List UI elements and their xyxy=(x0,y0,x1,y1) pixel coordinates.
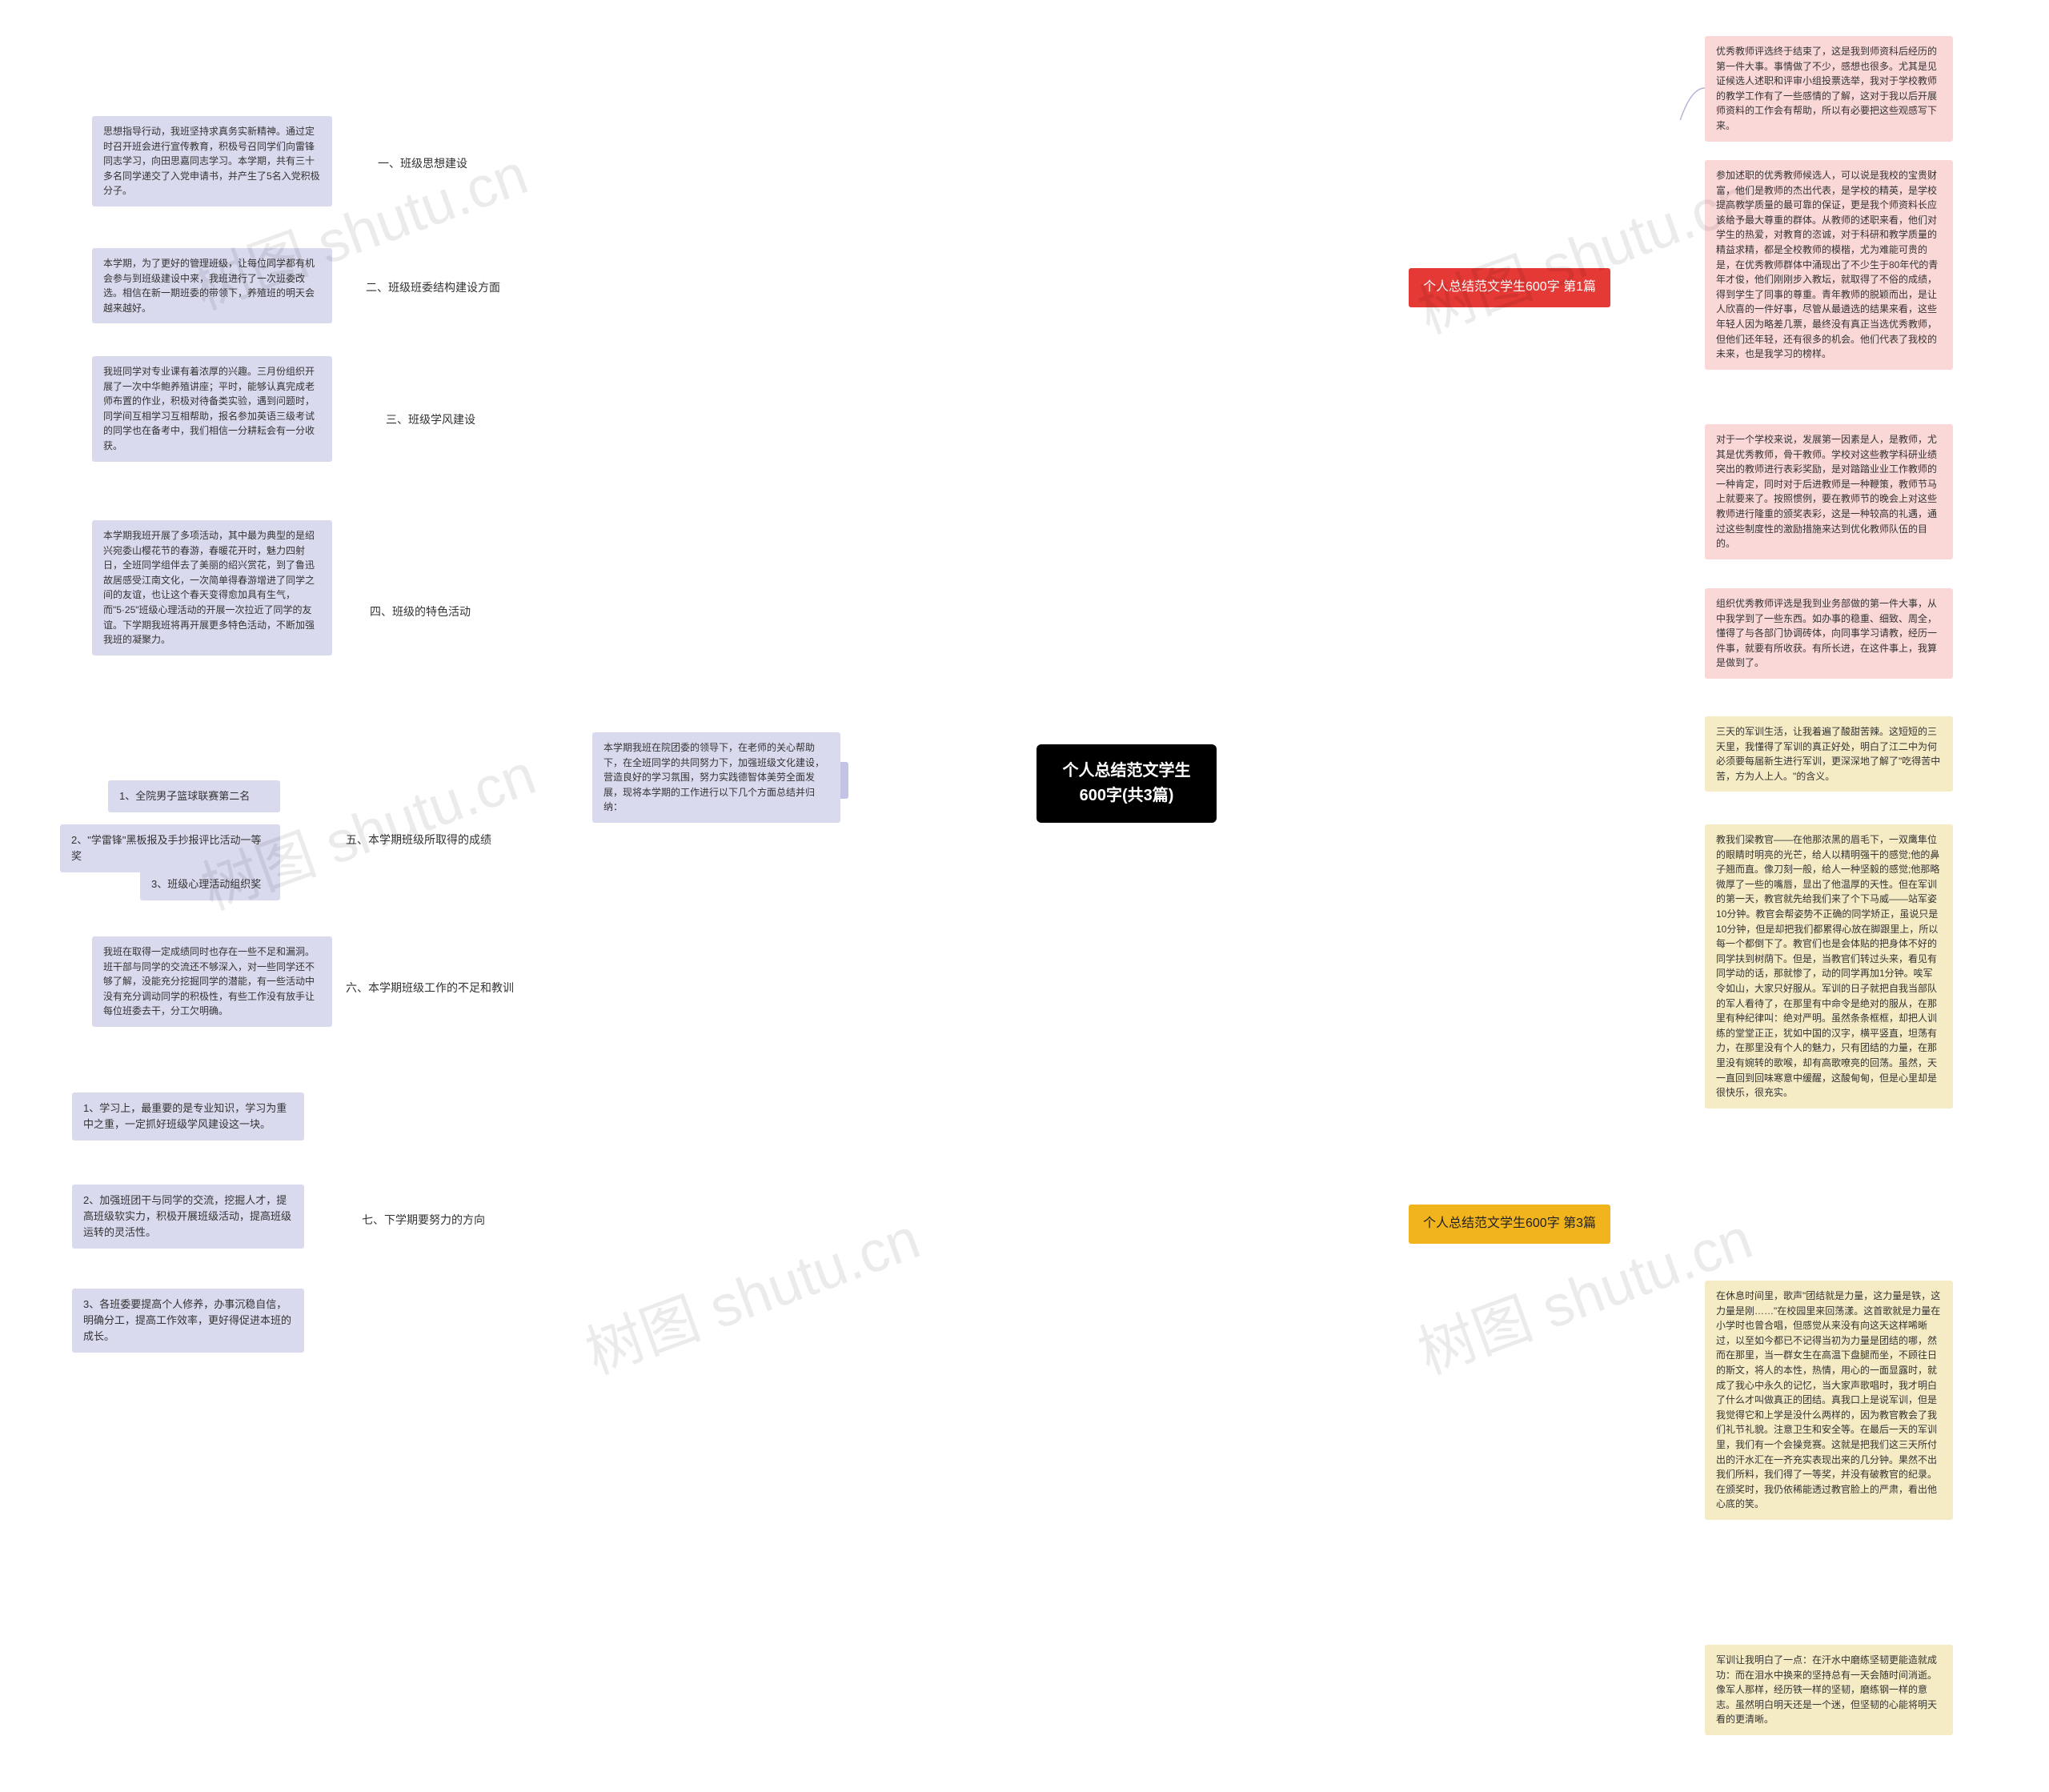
section-5-item-2: 2、"学雷锋"黑板报及手抄报评比活动一等奖 xyxy=(60,824,280,872)
branch-3-leaf-4: 军训让我明白了一点：在汗水中磨练坚韧更能造就成功：而在泪水中换来的坚持总有一天会… xyxy=(1705,1645,1953,1735)
section-3-label[interactable]: 三、班级学风建设 xyxy=(384,408,477,432)
section-5-item-3: 3、班级心理活动组织奖 xyxy=(140,868,280,900)
root-node[interactable]: 个人总结范文学生600字(共3篇) xyxy=(1037,744,1217,823)
section-2-body: 本学期，为了更好的管理班级，让每位同学都有机会参与到班级建设中来，我班进行了一次… xyxy=(92,248,332,323)
section-1-body: 思想指导行动，我班坚持求真务实新精神。通过定时召开班会进行宣传教育，积极号召同学… xyxy=(92,116,332,206)
branch-3-leaf-2: 教我们梁教官——在他那浓黑的眉毛下，一双鹰隼位的眼睛时明亮的光芒，给人以精明强干… xyxy=(1705,824,1953,1108)
section-4-body: 本学期我班开展了多项活动，其中最为典型的是绍兴宛委山樱花节的春游，春暖花开时，魅… xyxy=(92,520,332,655)
section-6-label[interactable]: 六、本学期班级工作的不足和教训 xyxy=(344,976,515,1000)
section-1-label[interactable]: 一、班级思想建设 xyxy=(376,152,469,176)
branch-2-intro: 本学期我班在院团委的领导下，在老师的关心帮助下，在全班同学的共同努力下，加强班级… xyxy=(592,732,840,823)
branch-1-title[interactable]: 个人总结范文学生600字 第1篇 xyxy=(1409,268,1610,307)
branch-3-title[interactable]: 个人总结范文学生600字 第3篇 xyxy=(1409,1205,1610,1244)
section-3-body: 我班同学对专业课有着浓厚的兴趣。三月份组织开展了一次中华鲍养殖讲座；平时，能够认… xyxy=(92,356,332,462)
section-4-label[interactable]: 四、班级的特色活动 xyxy=(368,600,472,624)
watermark: 树图 shutu.cn xyxy=(572,1192,929,1390)
branch-1-leaf-3: 对于一个学校来说，发展第一因素是人，是教师，尤其是优秀教师，骨干教师。学校对这些… xyxy=(1705,424,1953,559)
section-7-item-3: 3、各班委要提高个人修养，办事沉稳自信，明确分工，提高工作效率，更好得促进本班的… xyxy=(72,1289,304,1353)
section-7-label[interactable]: 七、下学期要努力的方向 xyxy=(360,1209,487,1233)
branch-1-leaf-1: 优秀教师评选终于结束了，这是我到师资科后经历的第一件大事。事情做了不少，感想也很… xyxy=(1705,36,1953,142)
section-5-item-1: 1、全院男子篮球联赛第二名 xyxy=(108,780,280,812)
section-7-item-2: 2、加强班团干与同学的交流，挖掘人才，提高班级软实力，积极开展班级活动，提高班级… xyxy=(72,1185,304,1249)
branch-3-leaf-3: 在休息时间里，歌声"团结就是力量，这力量是铁，这力量是刚……"在校园里来回荡漾。… xyxy=(1705,1281,1953,1520)
section-6-body: 我班在取得一定成绩同时也存在一些不足和漏洞。班干部与同学的交流还不够深入，对一些… xyxy=(92,936,332,1027)
section-5-label[interactable]: 五、本学期班级所取得的成绩 xyxy=(344,828,493,852)
branch-1-leaf-4: 组织优秀教师评选是我到业务部做的第一件大事，从中我学到了一些东西。如办事的稳重、… xyxy=(1705,588,1953,679)
branch-3-leaf-1: 三天的军训生活，让我着遍了酸甜苦辣。这短短的三天里，我懂得了军训的真正好处，明白… xyxy=(1705,716,1953,792)
branch-1-leaf-2: 参加述职的优秀教师候选人，可以说是我校的宝贵财富，他们是教师的杰出代表，是学校的… xyxy=(1705,160,1953,370)
section-7-item-1: 1、学习上，最重要的是专业知识，学习为重中之重，一定抓好班级学风建设这一块。 xyxy=(72,1092,304,1141)
section-2-label[interactable]: 二、班级班委结构建设方面 xyxy=(364,276,502,300)
